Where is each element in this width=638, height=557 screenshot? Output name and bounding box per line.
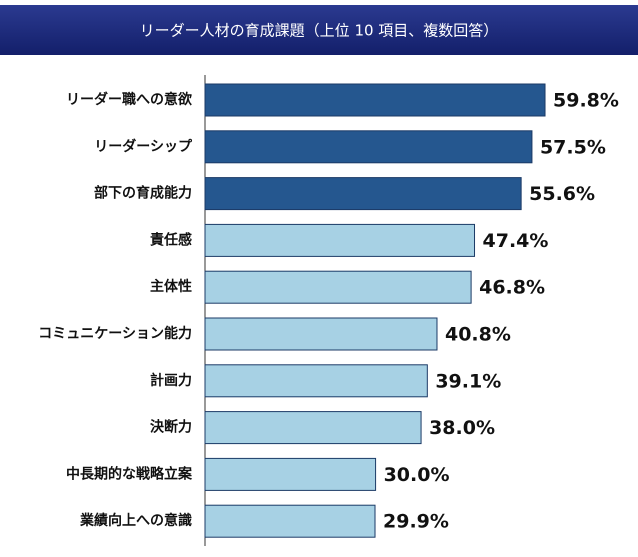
category-label: コミュニケーション能力 (38, 325, 192, 342)
category-label: 中長期的な戦略立案 (66, 465, 193, 482)
value-label: 46.8% (479, 277, 545, 299)
bar (204, 457, 377, 491)
category-label: 主体性 (150, 278, 192, 295)
category-label: 計画力 (150, 372, 192, 389)
bar (204, 130, 533, 164)
category-label: 業績向上への意識 (79, 512, 192, 529)
value-label: 40.8% (445, 324, 511, 346)
value-label: 59.8% (553, 90, 619, 112)
value-label: 39.1% (435, 370, 501, 392)
value-label: 29.9% (383, 511, 449, 533)
category-label: 責任感 (150, 231, 192, 248)
value-label: 55.6% (529, 183, 595, 205)
bar (204, 504, 376, 538)
bar (204, 317, 438, 351)
category-label: リーダー職への意欲 (66, 91, 192, 108)
bar (204, 83, 546, 117)
title-bar (0, 5, 638, 55)
chart-title: リーダー人材の育成課題（上位 10 項目、複数回答） (140, 22, 499, 40)
category-label: 部下の育成能力 (94, 185, 192, 202)
value-label: 57.5% (540, 136, 606, 158)
bar (204, 411, 422, 445)
value-label: 38.0% (429, 417, 495, 439)
bar (204, 223, 476, 257)
bar (204, 364, 428, 398)
value-label: 30.0% (384, 464, 450, 486)
category-label: リーダーシップ (94, 138, 193, 155)
category-label: 決断力 (150, 419, 192, 436)
bar (204, 270, 472, 304)
bar (204, 177, 522, 211)
value-label: 47.4% (483, 230, 549, 252)
